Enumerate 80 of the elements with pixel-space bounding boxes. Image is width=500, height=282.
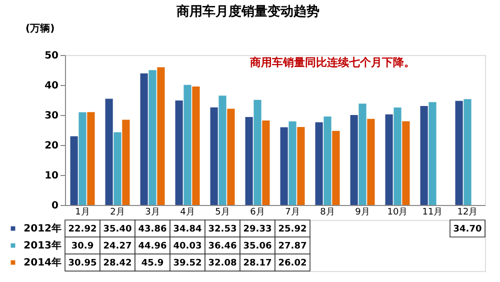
x-tick-label: 12月 xyxy=(457,208,478,218)
data-label: 28.17 xyxy=(243,258,272,268)
bar xyxy=(254,100,262,205)
bar xyxy=(464,99,472,205)
annotation: 商用车销量同比连续七个月下降。 xyxy=(249,56,415,69)
data-label: 30.95 xyxy=(68,258,97,268)
bar xyxy=(105,98,113,205)
x-tick-label: 11月 xyxy=(422,208,443,218)
bar xyxy=(428,102,436,205)
bar xyxy=(455,100,463,205)
bar xyxy=(78,112,86,205)
y-axis-title: (万辆) xyxy=(26,22,55,34)
data-label: 30.9 xyxy=(71,242,94,252)
x-tick-label: 8月 xyxy=(320,208,335,218)
legend-label: 2014年 xyxy=(24,256,62,268)
bar xyxy=(332,130,340,205)
bar xyxy=(184,84,192,205)
bar xyxy=(297,126,305,205)
bar xyxy=(367,118,375,205)
data-label: 22.92 xyxy=(68,224,97,234)
y-tick-label: 50 xyxy=(44,50,59,62)
y-tick-label: 10 xyxy=(44,170,59,182)
bar xyxy=(114,132,122,205)
x-tick-label: 2月 xyxy=(110,208,125,218)
y-tick-label: 0 xyxy=(52,200,59,212)
bar xyxy=(192,86,200,205)
x-tick-label: 9月 xyxy=(355,208,370,218)
bar xyxy=(358,104,366,205)
data-label: 28.42 xyxy=(103,258,132,268)
x-tick-label: 10月 xyxy=(387,208,408,218)
bar xyxy=(324,116,332,205)
x-tick-label: 1月 xyxy=(75,208,90,218)
bar xyxy=(245,117,253,205)
chart-title: 商用车月度销量变动趋势 xyxy=(176,4,320,20)
data-label: 44.96 xyxy=(138,242,167,252)
bar xyxy=(87,112,95,205)
data-label: 32.53 xyxy=(208,224,237,234)
bar xyxy=(122,120,130,205)
bar xyxy=(385,114,393,205)
x-tick-label: 4月 xyxy=(180,208,195,218)
data-label: 32.08 xyxy=(208,258,237,268)
y-tick-label: 30 xyxy=(44,110,59,122)
bar xyxy=(218,96,226,205)
bar xyxy=(402,121,410,205)
bar xyxy=(148,70,156,205)
bar xyxy=(315,122,323,205)
data-label: 24.27 xyxy=(103,242,132,252)
data-label: 25.92 xyxy=(278,224,307,234)
data-label: 45.9 xyxy=(141,258,164,268)
data-label: 35.06 xyxy=(243,242,272,252)
data-label: 29.33 xyxy=(243,224,272,234)
bar xyxy=(262,120,270,205)
x-tick-label: 7月 xyxy=(285,208,300,218)
x-tick-label: 5月 xyxy=(215,208,230,218)
bar xyxy=(350,115,358,205)
data-label: 27.87 xyxy=(278,242,307,252)
data-label: 43.86 xyxy=(138,224,167,234)
bar xyxy=(227,108,235,205)
bar xyxy=(394,108,402,205)
bar xyxy=(420,106,428,205)
bar xyxy=(288,121,296,205)
bar xyxy=(280,127,288,205)
data-label: 40.03 xyxy=(173,242,202,252)
bar xyxy=(70,136,78,205)
y-tick-label: 20 xyxy=(44,140,59,152)
data-label: 34.70 xyxy=(453,224,482,234)
data-label: 36.46 xyxy=(208,242,237,252)
data-label: 26.02 xyxy=(278,258,307,268)
data-label: 35.40 xyxy=(103,224,132,234)
y-tick-label: 40 xyxy=(44,80,59,92)
x-tick-label: 6月 xyxy=(250,208,265,218)
bar xyxy=(210,107,218,205)
x-tick-label: 3月 xyxy=(145,208,160,218)
bar xyxy=(140,73,148,205)
data-label: 34.84 xyxy=(173,224,202,234)
bar xyxy=(175,100,183,205)
legend-label: 2012年 xyxy=(24,222,62,234)
bar xyxy=(157,67,165,205)
legend-label: 2013年 xyxy=(24,240,62,252)
data-label: 39.52 xyxy=(173,258,202,268)
